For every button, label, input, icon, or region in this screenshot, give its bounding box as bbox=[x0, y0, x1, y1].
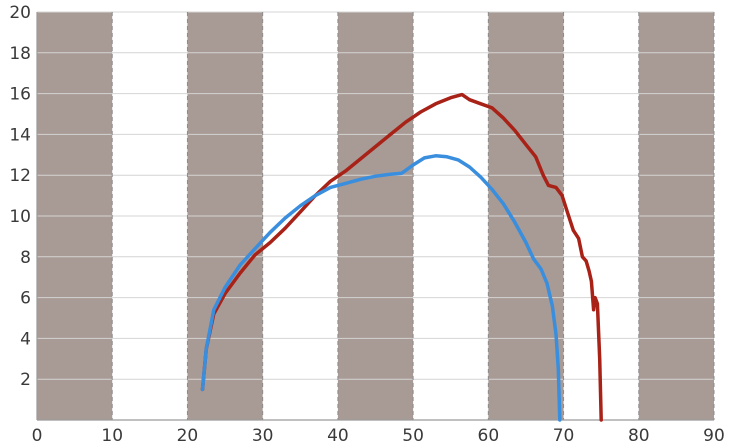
x-tick-label-70: 70 bbox=[553, 426, 575, 446]
y-tick-label-6: 6 bbox=[20, 289, 31, 309]
x-tick-label-20: 20 bbox=[177, 426, 199, 446]
series-line-1 bbox=[200, 92, 603, 422]
x-tick-label-60: 60 bbox=[478, 426, 500, 446]
y-tick-label-18: 18 bbox=[9, 44, 31, 64]
y-tick-label-14: 14 bbox=[9, 125, 31, 145]
x-tick-label-40: 40 bbox=[327, 426, 349, 446]
x-tick-label-80: 80 bbox=[628, 426, 650, 446]
series-line-2 bbox=[200, 154, 562, 422]
x-tick-label-10: 10 bbox=[101, 426, 123, 446]
y-axis-tick-labels: 2 4 6 8 10 12 14 16 18 20 bbox=[9, 3, 31, 390]
x-tick-label-30: 30 bbox=[252, 426, 274, 446]
y-tick-label-8: 8 bbox=[20, 248, 31, 268]
y-tick-label-20: 20 bbox=[9, 3, 31, 23]
horizontal-gridlines bbox=[37, 11, 714, 380]
y-tick-label-2: 2 bbox=[20, 370, 31, 390]
x-tick-label-90: 90 bbox=[703, 426, 725, 446]
y-tick-label-12: 12 bbox=[9, 166, 31, 186]
y-tick-label-16: 16 bbox=[9, 85, 31, 105]
y-tick-label-10: 10 bbox=[9, 207, 31, 227]
x-tick-label-0: 0 bbox=[32, 426, 43, 446]
y-tick-label-4: 4 bbox=[20, 329, 31, 349]
series-lines bbox=[200, 92, 603, 422]
x-axis-tick-labels: 0 10 20 30 40 50 60 70 80 90 bbox=[32, 426, 725, 446]
x-tick-label-50: 50 bbox=[402, 426, 424, 446]
vertical-gridlines bbox=[36, 12, 715, 420]
